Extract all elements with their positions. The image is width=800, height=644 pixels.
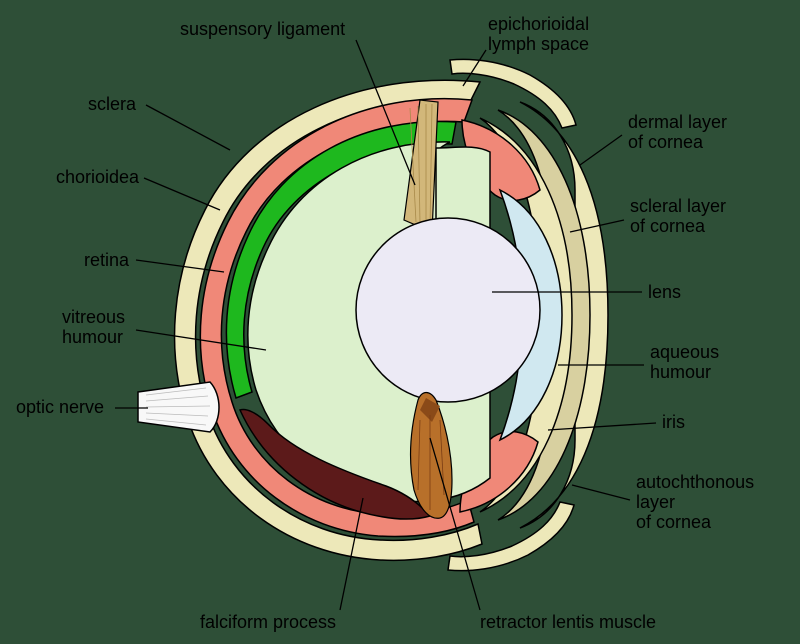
label-lens: lens [648, 282, 681, 302]
label-optic-nerve: optic nerve [16, 397, 104, 417]
label-vitreous1: vitreous [62, 307, 125, 327]
label-retractor: retractor lentis muscle [480, 612, 656, 632]
label-auto3: of cornea [636, 512, 712, 532]
label-aqueous1: aqueous [650, 342, 719, 362]
label-scleral1: scleral layer [630, 196, 726, 216]
label-suspensory: suspensory ligament [180, 19, 345, 39]
label-chorioidea: chorioidea [56, 167, 140, 187]
label-epi1: epichorioidal [488, 14, 589, 34]
label-auto2: layer [636, 492, 675, 512]
label-retina: retina [84, 250, 130, 270]
label-vitreous2: humour [62, 327, 123, 347]
label-auto1: autochthonous [636, 472, 754, 492]
label-dermal1: dermal layer [628, 112, 727, 132]
label-scleral2: of cornea [630, 216, 706, 236]
label-iris: iris [662, 412, 685, 432]
label-sclera: sclera [88, 94, 137, 114]
label-falciform: falciform process [200, 612, 336, 632]
label-epi2: lymph space [488, 34, 589, 54]
lens [356, 218, 540, 402]
label-aqueous2: humour [650, 362, 711, 382]
eye-diagram: sclera chorioidea retina vitreous humour… [0, 0, 800, 644]
label-dermal2: of cornea [628, 132, 704, 152]
